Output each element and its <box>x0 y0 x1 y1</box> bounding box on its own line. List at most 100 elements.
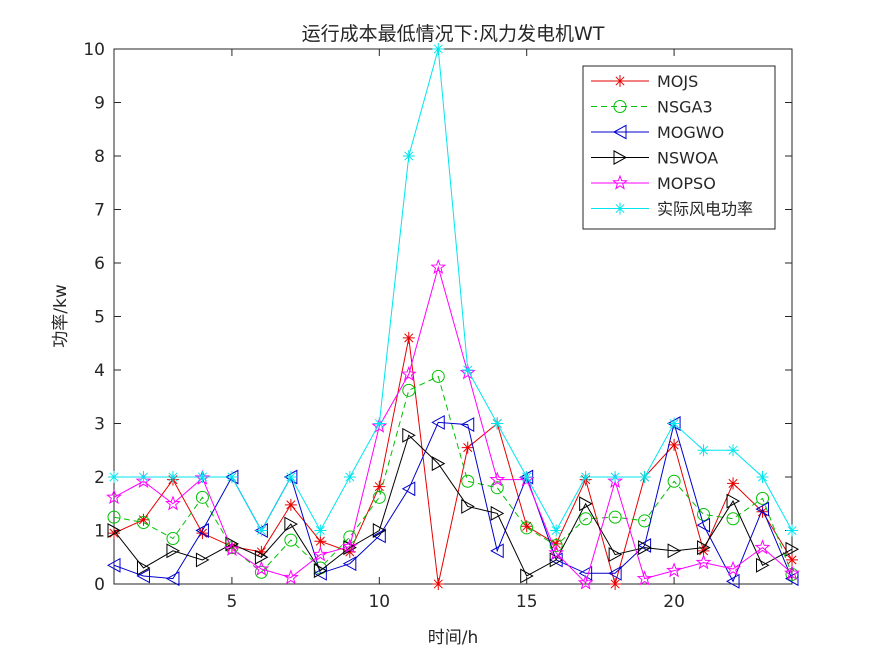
marker-circle <box>461 474 475 488</box>
marker-pentagram <box>312 546 329 562</box>
marker-circle <box>697 507 711 521</box>
marker-triangle-right <box>726 493 741 509</box>
marker-triangle-right <box>136 560 151 576</box>
marker-triangle-right <box>756 557 770 573</box>
marker-triangle-left <box>696 517 711 533</box>
x-tick-label: 5 <box>226 592 237 612</box>
marker-circle <box>166 532 180 546</box>
x-axis-label: 时间/h <box>428 628 479 648</box>
marker-circle <box>726 512 740 526</box>
marker-asterisk <box>255 524 268 537</box>
marker-asterisk <box>402 331 415 344</box>
marker-asterisk <box>614 75 626 87</box>
marker-triangle-right <box>225 536 239 552</box>
marker-asterisk <box>373 417 386 430</box>
marker-asterisk <box>550 524 563 537</box>
marker-triangle-right <box>284 516 298 532</box>
y-tick-label: 4 <box>94 361 105 381</box>
marker-asterisk <box>196 527 209 540</box>
marker-triangle-left <box>136 568 150 584</box>
x-tick-label: 15 <box>516 592 538 612</box>
marker-triangle-right <box>549 552 564 568</box>
marker-triangle-left <box>726 573 740 589</box>
marker-asterisk <box>756 471 769 483</box>
marker-asterisk <box>343 471 356 483</box>
series-5 <box>108 43 798 537</box>
marker-triangle-right <box>613 150 628 165</box>
marker-triangle-right <box>785 541 800 557</box>
marker-asterisk <box>314 524 327 537</box>
marker-pentagram <box>725 560 741 576</box>
chart-title: 运行成本最低情况下:风力发电机WT <box>302 23 605 45</box>
marker-asterisk <box>137 513 150 526</box>
y-tick-label: 5 <box>94 308 105 328</box>
marker-pentagram <box>636 570 653 586</box>
marker-triangle-right <box>461 498 475 514</box>
marker-triangle-right <box>490 505 505 521</box>
y-tick-label: 10 <box>83 40 105 60</box>
marker-triangle-left <box>608 565 622 581</box>
marker-asterisk <box>108 471 120 483</box>
marker-triangle-left <box>165 571 180 587</box>
marker-pentagram <box>106 488 122 505</box>
series-2 <box>106 414 799 589</box>
marker-asterisk <box>579 471 592 483</box>
marker-asterisk <box>727 444 740 457</box>
marker-triangle-left <box>755 501 770 517</box>
marker-circle <box>195 490 209 504</box>
marker-asterisk <box>255 545 268 558</box>
marker-triangle-right <box>697 540 711 556</box>
marker-asterisk <box>314 535 327 548</box>
marker-triangle-left <box>460 417 475 433</box>
marker-triangle-right <box>579 496 593 512</box>
marker-pentagram <box>223 540 240 556</box>
marker-asterisk <box>786 524 798 537</box>
marker-pentagram <box>754 539 771 555</box>
marker-triangle-right <box>402 427 416 443</box>
marker-circle <box>579 512 593 526</box>
marker-asterisk <box>402 150 415 162</box>
marker-triangle-left <box>372 528 386 544</box>
marker-circle <box>284 533 298 547</box>
marker-circle <box>372 490 386 504</box>
marker-asterisk <box>225 540 238 553</box>
legend-label: MOJS <box>657 72 698 91</box>
legend-label: NSGA3 <box>657 98 713 117</box>
marker-pentagram <box>695 554 712 570</box>
marker-circle <box>490 481 504 495</box>
marker-triangle-right <box>638 540 652 556</box>
marker-triangle-right <box>166 543 180 559</box>
marker-circle <box>667 474 681 488</box>
y-tick-label: 6 <box>94 254 105 274</box>
marker-asterisk <box>609 578 622 590</box>
marker-asterisk <box>491 417 504 430</box>
marker-pentagram <box>165 495 181 511</box>
marker-circle <box>549 538 563 552</box>
marker-triangle-left <box>195 523 209 538</box>
marker-circle <box>431 369 445 383</box>
legend-label: NSWOA <box>657 149 718 168</box>
marker-asterisk <box>727 477 740 490</box>
x-tick-label: 20 <box>663 592 685 612</box>
marker-triangle-right <box>520 568 534 584</box>
marker-triangle-right <box>667 543 682 559</box>
marker-asterisk <box>638 471 651 483</box>
marker-asterisk <box>461 364 474 376</box>
marker-triangle-left <box>401 481 416 497</box>
marker-pentagram <box>577 574 594 590</box>
marker-pentagram <box>253 560 270 576</box>
x-tick-label: 10 <box>368 592 390 612</box>
marker-triangle-left <box>490 543 504 559</box>
marker-asterisk <box>550 537 563 550</box>
marker-asterisk <box>756 505 769 518</box>
marker-pentagram <box>607 472 624 489</box>
marker-pentagram <box>400 365 417 382</box>
marker-circle <box>343 530 357 544</box>
legend-label: 实际风电功率 <box>657 200 753 219</box>
marker-circle <box>254 565 268 579</box>
marker-circle <box>756 491 770 505</box>
marker-asterisk <box>137 471 150 483</box>
marker-pentagram <box>548 544 565 560</box>
marker-triangle-right <box>254 549 269 565</box>
legend-box <box>582 65 776 230</box>
